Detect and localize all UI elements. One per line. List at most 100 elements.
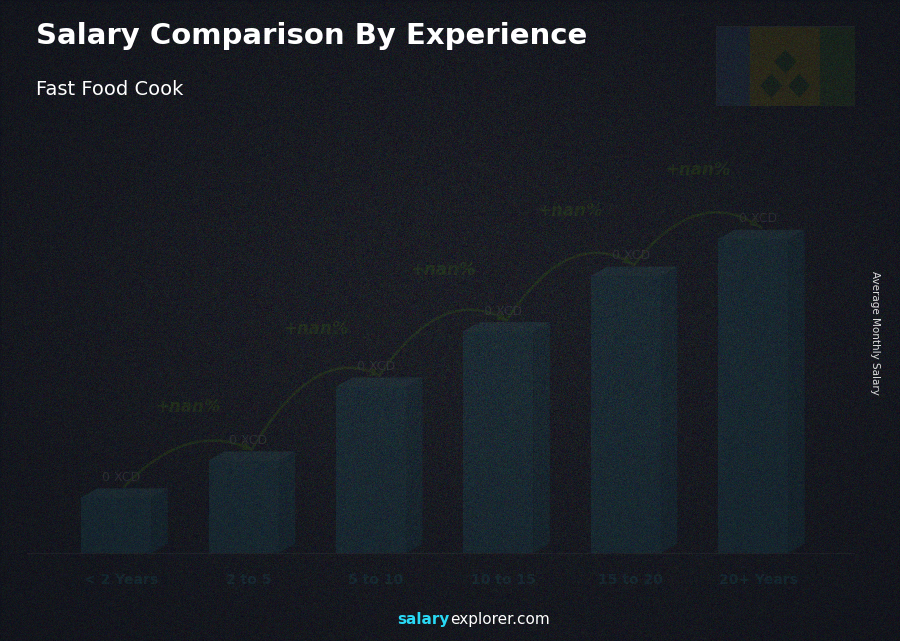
Bar (336, 408, 406, 415)
Bar (336, 413, 406, 420)
Bar (464, 486, 534, 494)
Bar (81, 538, 151, 540)
Bar (209, 509, 279, 513)
Bar (590, 413, 661, 424)
Bar (718, 259, 788, 271)
Polygon shape (775, 51, 796, 73)
Bar (718, 500, 788, 511)
Bar (590, 404, 661, 415)
Bar (209, 506, 279, 510)
Bar (336, 519, 406, 525)
Text: 10 to 15: 10 to 15 (471, 573, 536, 587)
Bar (209, 469, 279, 473)
Bar (590, 506, 661, 516)
Bar (718, 427, 788, 438)
Polygon shape (81, 488, 167, 497)
Polygon shape (279, 451, 295, 553)
Bar (464, 456, 534, 464)
Bar (718, 406, 788, 417)
Bar (209, 524, 279, 528)
Bar (81, 501, 151, 503)
Bar (81, 499, 151, 501)
Text: 15 to 20: 15 to 20 (598, 573, 663, 587)
Bar (464, 382, 534, 390)
Bar (209, 528, 279, 531)
Bar (718, 531, 788, 542)
Polygon shape (761, 74, 781, 97)
Bar (718, 510, 788, 522)
Bar (336, 386, 406, 392)
Bar (464, 545, 534, 553)
Bar (464, 390, 534, 398)
Bar (718, 333, 788, 344)
Polygon shape (406, 378, 422, 553)
Bar (718, 322, 788, 333)
Bar (81, 519, 151, 522)
Bar (336, 541, 406, 547)
Bar (209, 488, 279, 492)
Bar (209, 478, 279, 482)
Bar (590, 321, 661, 331)
Bar (590, 275, 661, 285)
Text: 2 to 5: 2 to 5 (226, 573, 271, 587)
Bar (336, 475, 406, 481)
Bar (590, 377, 661, 387)
Text: explorer.com: explorer.com (450, 612, 550, 627)
Bar (336, 392, 406, 398)
Bar (718, 290, 788, 302)
Bar (336, 425, 406, 431)
Bar (590, 358, 661, 369)
Bar (718, 458, 788, 469)
Bar (464, 397, 534, 405)
Bar (81, 510, 151, 512)
Bar (209, 503, 279, 507)
Bar (464, 522, 534, 531)
Bar (718, 437, 788, 448)
Bar (590, 331, 661, 340)
Text: 0 XCD: 0 XCD (230, 434, 267, 447)
Text: Average Monthly Salary: Average Monthly Salary (870, 271, 880, 395)
Bar (464, 345, 534, 354)
Bar (718, 238, 788, 249)
Bar (464, 404, 534, 413)
Bar (81, 503, 151, 505)
Text: 0 XCD: 0 XCD (356, 360, 395, 373)
Bar (820, 26, 855, 106)
Bar (718, 364, 788, 375)
Bar (81, 543, 151, 545)
Bar (336, 524, 406, 531)
Bar (336, 530, 406, 537)
Bar (336, 491, 406, 497)
Bar (590, 432, 661, 442)
Bar (336, 397, 406, 403)
Bar (209, 494, 279, 497)
Bar (209, 522, 279, 525)
Bar (718, 490, 788, 501)
Text: 0 XCD: 0 XCD (102, 471, 140, 484)
Bar (590, 312, 661, 322)
Bar (81, 528, 151, 531)
Text: Salary Comparison By Experience: Salary Comparison By Experience (36, 22, 587, 51)
Bar (81, 524, 151, 527)
Bar (464, 530, 534, 538)
Text: +nan%: +nan% (283, 320, 348, 338)
Bar (209, 515, 279, 519)
Bar (209, 549, 279, 553)
Bar (209, 543, 279, 547)
Bar (718, 280, 788, 292)
Text: < 2 Years: < 2 Years (84, 573, 158, 587)
Bar (81, 504, 151, 507)
Bar (209, 531, 279, 535)
Bar (336, 419, 406, 426)
Bar (590, 488, 661, 497)
Bar (81, 497, 151, 499)
Bar (464, 442, 534, 449)
Bar (718, 469, 788, 479)
Bar (81, 534, 151, 537)
Bar (336, 486, 406, 492)
Bar (209, 497, 279, 501)
Polygon shape (464, 322, 550, 331)
Text: +nan%: +nan% (156, 397, 220, 415)
Bar (590, 423, 661, 433)
Polygon shape (590, 267, 678, 276)
